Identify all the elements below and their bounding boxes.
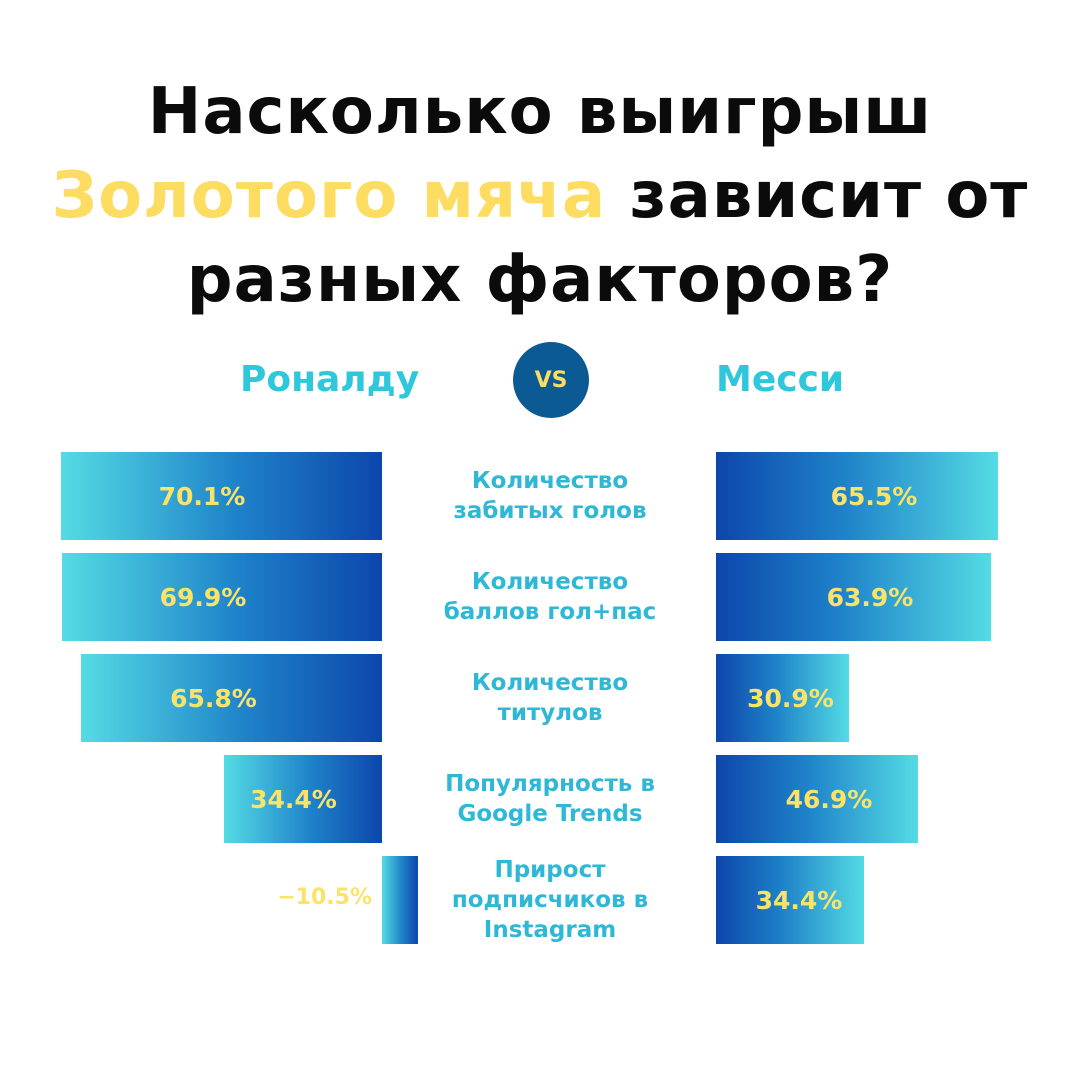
bar-messi: 30.9% — [716, 654, 849, 742]
bar-ronaldo: 69.9% — [62, 553, 382, 641]
category-label: Количество забитых голов — [453, 468, 647, 524]
chart-title: Насколько выигрыш Золотого мяча зависит … — [0, 70, 1080, 322]
legend-messi: Месси — [716, 359, 845, 400]
category-label: Популярность в Google Trends — [445, 771, 655, 827]
bar-ronaldo: 34.4% — [224, 755, 382, 843]
bar-ronaldo: 65.8% — [81, 654, 382, 742]
title-line-3: разных факторов? — [186, 243, 894, 317]
bar-messi: 46.9% — [716, 755, 918, 843]
legend-ronaldo: Роналду — [240, 359, 420, 400]
bar-messi: 65.5% — [716, 452, 998, 540]
vs-badge: VS — [513, 342, 589, 418]
title-line-1: Насколько выигрыш — [147, 75, 933, 149]
bar-ronaldo: 70.1% — [61, 452, 382, 540]
category-label: Прирост подписчиков в Instagram — [451, 857, 649, 943]
value-label-ronaldo: −10.5% — [277, 885, 372, 910]
title-highlight: Золотого мяча — [51, 159, 607, 233]
bar-messi: 34.4% — [716, 856, 864, 944]
bar-ronaldo — [382, 856, 418, 944]
category-label: Количество титулов — [471, 670, 629, 726]
category-label: Количество баллов гол+пас — [443, 569, 657, 625]
title-line-2-rest: зависит от — [629, 159, 1029, 233]
bar-messi: 63.9% — [716, 553, 991, 641]
